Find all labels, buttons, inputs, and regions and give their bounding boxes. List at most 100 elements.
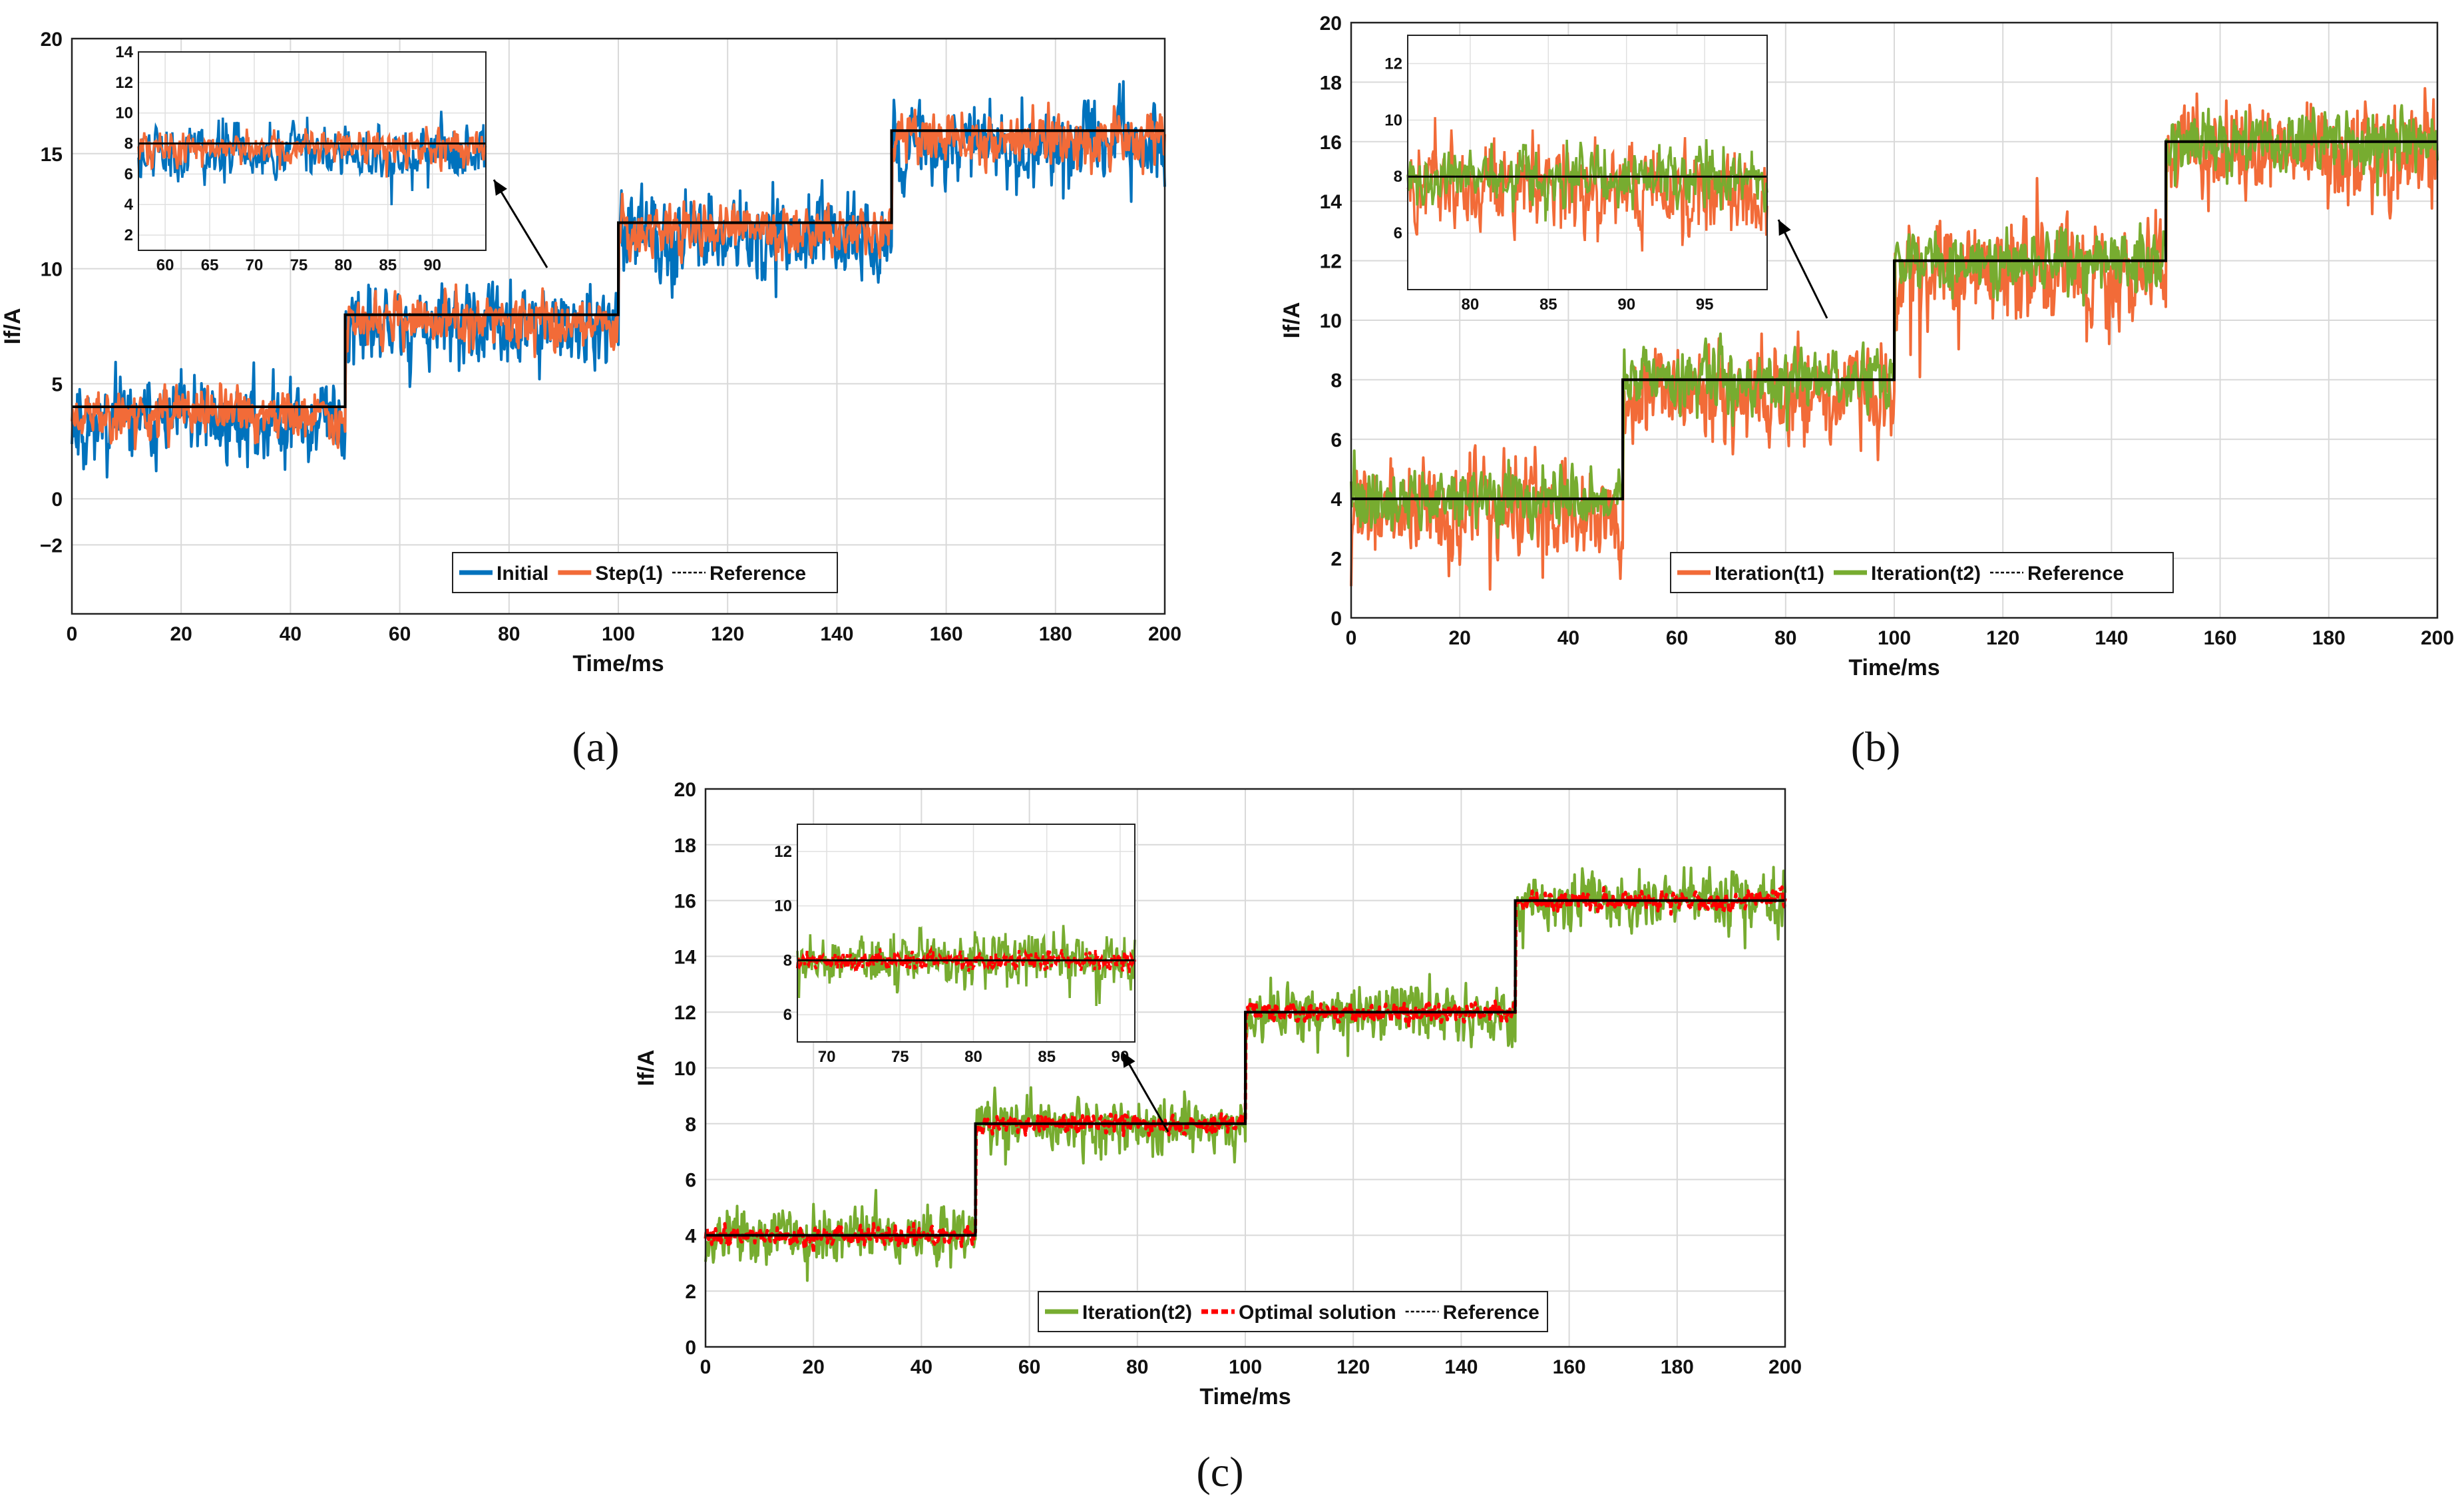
inset-x-tick-label: 75 [290, 256, 308, 274]
legend-label: Optimal solution [1239, 1302, 1396, 1324]
y-tick-label: 20 [1320, 13, 1342, 35]
x-tick-label: 80 [1126, 1356, 1148, 1378]
y-tick-label: 6 [1331, 429, 1342, 451]
inset-x-tick-label: 65 [201, 256, 219, 274]
inset-frame [1407, 35, 1768, 290]
y-tick-label: 18 [1320, 72, 1342, 94]
y-tick-label: 10 [1320, 310, 1342, 332]
legend-label: Reference [2027, 563, 2124, 585]
panel-caption: (c) [1196, 1448, 1243, 1495]
x-tick-label: 200 [1148, 623, 1181, 645]
x-tick-label: 180 [1661, 1356, 1694, 1378]
inset-x-tick-label: 85 [1038, 1048, 1056, 1066]
x-tick-label: 0 [1346, 627, 1357, 649]
inset-y-tick-label: 4 [124, 196, 134, 214]
y-tick-label: 6 [685, 1170, 696, 1192]
inset-y-tick-label: 8 [1394, 168, 1402, 186]
x-tick-label: 0 [67, 623, 78, 645]
x-tick-label: 120 [1336, 1356, 1370, 1378]
inset-y-tick-label: 12 [115, 74, 133, 92]
x-tick-label: 80 [498, 623, 520, 645]
x-tick-label: 160 [930, 623, 963, 645]
inset-y-tick-label: 6 [1394, 224, 1402, 242]
inset-series-iteration-t2- [1406, 139, 1768, 222]
inset-x-tick-label: 90 [423, 256, 441, 274]
inset-frame [797, 824, 1135, 1043]
y-tick-label: 12 [674, 1002, 696, 1024]
inset-x-tick-label: 95 [1696, 296, 1714, 314]
y-tick-label: 0 [51, 489, 63, 511]
zoom-arrow [493, 179, 548, 268]
legend-label: Iteration(t2) [1082, 1302, 1192, 1324]
y-tick-label: −2 [40, 535, 63, 557]
x-tick-label: 180 [2312, 627, 2346, 649]
legend: Initial Step(1) Reference [452, 552, 838, 593]
panel-caption: (b) [1851, 723, 1901, 770]
x-tick-label: 140 [1444, 1356, 1478, 1378]
x-tick-label: 20 [1449, 627, 1471, 649]
y-tick-label: 15 [41, 144, 63, 166]
inset-frame [138, 51, 487, 251]
inset-x-tick-label: 85 [1540, 296, 1557, 314]
y-tick-label: 14 [1320, 191, 1342, 213]
x-tick-label: 120 [711, 623, 744, 645]
y-axis-title: If/A [0, 308, 25, 345]
y-tick-label: 20 [674, 779, 696, 801]
x-tick-label: 200 [1768, 1356, 1802, 1378]
legend-label: Step(1) [595, 563, 663, 585]
x-tick-label: 100 [1229, 1356, 1262, 1378]
legend-box [1670, 552, 2174, 593]
zoom-arrow-head [1778, 220, 1791, 236]
legend-box [1038, 1291, 1548, 1332]
zoom-arrow-head [494, 180, 507, 196]
panel-caption: (a) [572, 723, 619, 770]
y-tick-label: 10 [674, 1058, 696, 1080]
series-iteration-t1- [1350, 87, 2439, 591]
inset-x-tick-label: 75 [891, 1048, 909, 1066]
inset-x-tick-label: 90 [1617, 296, 1635, 314]
y-tick-label: 5 [51, 374, 63, 395]
x-tick-label: 140 [2095, 627, 2128, 649]
inset-x-tick-label: 70 [818, 1048, 836, 1066]
legend-label: Iteration(t2) [1871, 563, 1981, 585]
panel-a: 0 20 40 60 80 100 120 140 160 180 200 −2 0 5 10 15 20 Tim… [0, 29, 1181, 770]
y-tick-label: 20 [41, 29, 63, 51]
series-reference [1351, 140, 2437, 501]
x-tick-label: 100 [602, 623, 635, 645]
inset-zoom: 80 85 90 95 6 8 10 12 [1384, 35, 1768, 314]
x-tick-label: 100 [1878, 627, 1911, 649]
x-tick-label: 120 [1986, 627, 2019, 649]
zoom-arrow-head [1122, 1052, 1135, 1069]
y-tick-label: 4 [1331, 489, 1342, 511]
inset-x-tick-label: 70 [246, 256, 264, 274]
inset-y-tick-label: 10 [115, 105, 133, 123]
legend-label: Iteration(t1) [1715, 563, 1824, 585]
inset-y-tick-label: 2 [124, 226, 133, 244]
inset-x-tick-label: 80 [964, 1048, 982, 1066]
zoom-arrow [1121, 1051, 1169, 1132]
series-reference [72, 129, 1165, 408]
y-tick-label: 0 [685, 1337, 696, 1359]
inset-x-tick-label: 80 [334, 256, 352, 274]
legend-box [452, 552, 838, 593]
axes-frame [71, 37, 1166, 615]
x-tick-label: 200 [2421, 627, 2454, 649]
legend-label: Reference [710, 563, 806, 585]
legend-label: Initial [497, 563, 548, 585]
x-axis-title: Time/ms [1848, 655, 1940, 680]
y-axis-title: If/A [634, 1050, 659, 1087]
inset-series-step-1- [137, 126, 487, 178]
inset-series-iteration-t2- [796, 925, 1136, 1007]
panel-c: 0 20 40 60 80 100 120 140 160 180 200 0 2 4 6 8 10 12 14 16… [634, 779, 1802, 1495]
zoom-arrow [1777, 219, 1828, 319]
panel-b: 0 20 40 60 80 100 120 140 160 180 200 0 2 4 6 8 10 12 14 16… [1279, 13, 2454, 770]
inset-x-tick-label: 80 [1462, 296, 1480, 314]
y-tick-label: 14 [674, 946, 697, 968]
x-tick-label: 20 [803, 1356, 825, 1378]
y-tick-label: 0 [1331, 608, 1342, 630]
inset-zoom: 60 65 70 75 80 85 90 2 4 6 8 10 12 14 [115, 43, 487, 274]
x-tick-label: 80 [1774, 627, 1796, 649]
x-tick-label: 180 [1039, 623, 1072, 645]
